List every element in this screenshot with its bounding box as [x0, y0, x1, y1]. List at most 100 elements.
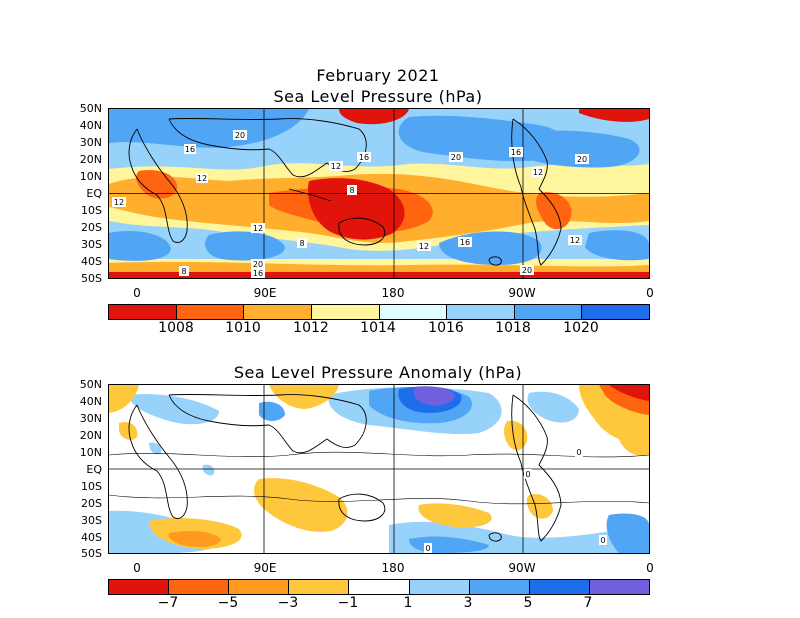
colorbar-swatch: [109, 305, 177, 319]
contour-label: 20: [251, 259, 265, 269]
contour-label: 0: [524, 469, 532, 479]
chart2-ytick-label: 20S: [81, 497, 102, 510]
colorbar-swatch: [311, 305, 380, 319]
svg-text:12: 12: [331, 162, 341, 171]
chart2-ytick-label: 40N: [79, 395, 102, 408]
chart2-ytick-label: 20N: [79, 429, 102, 442]
chart1-xtick-label: 90E: [253, 286, 277, 300]
colorbar-swatch: [349, 580, 410, 594]
contour-label: 20: [233, 130, 247, 140]
chart2-ytick-label: 30N: [79, 412, 102, 425]
contour-label: 12: [417, 241, 431, 251]
contour-label: 12: [329, 161, 343, 171]
svg-text:20: 20: [577, 155, 587, 164]
svg-text:16: 16: [253, 269, 263, 278]
chart1-xtick-label: 0: [646, 286, 654, 300]
chart2-xtick-label: 0: [133, 561, 141, 575]
svg-text:16: 16: [185, 145, 195, 154]
chart1-ytick-label: 50N: [79, 102, 102, 115]
chart1-ytick-label: 40N: [79, 119, 102, 132]
chart2-ytick-label: 10S: [81, 480, 102, 493]
contour-label: 16: [184, 144, 196, 154]
chart1-ytick-label: 30S: [81, 238, 102, 251]
chart1-ytick-label: 10S: [81, 204, 102, 217]
chart1-colorbar-label: 1010: [225, 320, 261, 336]
contour-label: 20: [575, 154, 589, 164]
field-neg-nafrica: [119, 421, 138, 440]
field-low-africa: [136, 169, 178, 199]
svg-text:8: 8: [181, 267, 186, 276]
field-high-core-sh-atl: [585, 230, 649, 261]
chart2-colorbar-label: −1: [337, 595, 359, 611]
svg-text:20: 20: [522, 266, 532, 275]
chart2-contour-labels: 0 0 0 0: [424, 447, 607, 553]
chart1-ytick-label: 40S: [81, 255, 102, 268]
chart2-xtick-label: 0: [646, 561, 654, 575]
chart2-ytick-label: 30S: [81, 514, 102, 527]
contour-label: 16: [357, 152, 371, 162]
colorbar-swatch: [109, 580, 170, 594]
chart1-colorbar-label: 1008: [158, 320, 194, 336]
svg-text:12: 12: [114, 198, 124, 207]
svg-text:20: 20: [253, 260, 263, 269]
chart2-colorbar-label: 7: [583, 595, 593, 611]
chart1-colorbar-label: 1020: [563, 320, 599, 336]
contour-label: 16: [251, 268, 265, 278]
chart2-colorbar-label: −5: [217, 595, 239, 611]
colorbar-swatch: [409, 580, 470, 594]
contour-label: 12: [251, 223, 265, 233]
chart2-coastlines: [128, 393, 562, 542]
svg-text:20: 20: [235, 131, 245, 140]
contour-label: 12: [532, 167, 544, 177]
colorbar-swatch: [379, 305, 448, 319]
colorbar-swatch: [447, 305, 515, 319]
chart2-xtick-label: 90W: [508, 561, 536, 575]
chart2-colorbar-label: −3: [277, 595, 299, 611]
field-high-core-sh-ind: [109, 230, 171, 261]
contour-label: 0: [575, 447, 583, 457]
contour-label: 20: [449, 152, 463, 162]
field-neg-indo-aus: [254, 478, 348, 532]
chart1-colorbar-label: 1012: [293, 320, 329, 336]
field-neg-atl-trop: [504, 420, 528, 451]
contour-label: 12: [196, 173, 208, 183]
chart1-subtitle: Sea Level Pressure (hPa): [273, 87, 483, 106]
chart1-contour-labels: 20 16 12 16 12 20 16 20 12 8 12 12 8 12 …: [112, 130, 589, 278]
field-low-icelandic: [579, 109, 649, 122]
contour-label: 0: [599, 535, 607, 545]
chart1-ytick-label: 20S: [81, 221, 102, 234]
chart1-plot-area: 20 16 12 16 12 20 16 20 12 8 12 12 8 12 …: [108, 108, 650, 279]
chart2-xtick-label: 90E: [253, 561, 277, 575]
chart2-field-svg: 0 0 0 0: [109, 385, 649, 553]
chart2-gridlines: [109, 385, 649, 553]
chart2-zero-contours: [109, 451, 649, 505]
contour-label: 16: [509, 147, 523, 157]
field-pos-npac-max: [413, 386, 455, 406]
field-neg-europe: [109, 385, 139, 413]
colorbar-swatch: [229, 580, 290, 594]
field-neg-natl-max: [609, 385, 649, 401]
chart2-xtick-label: 180: [381, 561, 405, 575]
field-high-core-nh-atl2: [519, 130, 640, 168]
chart2-plot-area: 0 0 0 0: [108, 384, 650, 554]
contour-label: 20: [520, 265, 534, 275]
colorbar-swatch: [529, 580, 590, 594]
chart1-colorbar-label: 1014: [360, 320, 396, 336]
svg-text:12: 12: [197, 174, 207, 183]
svg-text:0: 0: [525, 470, 530, 479]
colorbar-swatch: [289, 580, 350, 594]
svg-text:16: 16: [460, 238, 470, 247]
colorbar-swatch: [582, 305, 649, 319]
contour-label: 8: [179, 266, 189, 276]
field-pos-natl: [527, 391, 579, 423]
svg-text:12: 12: [570, 236, 580, 245]
chart2-colorbar: [108, 579, 650, 595]
chart1-gridlines: [109, 109, 649, 278]
colorbar-swatch: [169, 580, 230, 594]
chart2-title: Sea Level Pressure Anomaly (hPa): [233, 363, 523, 382]
chart2-ytick-label: 50N: [79, 378, 102, 391]
chart2-colorbar-label: −7: [157, 595, 179, 611]
svg-text:12: 12: [533, 168, 543, 177]
svg-text:0: 0: [425, 544, 430, 553]
chart1-xtick-label: 180: [381, 286, 405, 300]
